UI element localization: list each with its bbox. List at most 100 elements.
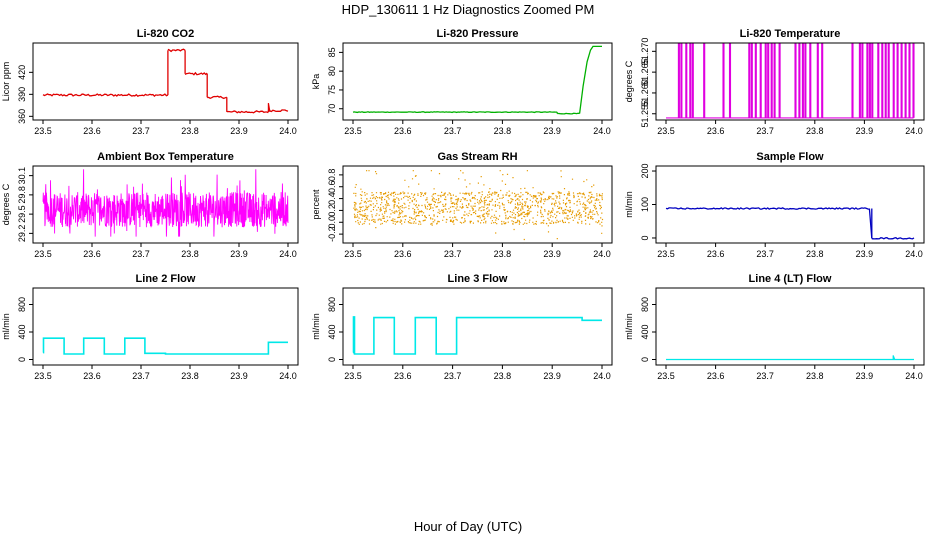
y-axis-label: ml/min xyxy=(1,313,11,340)
series-line xyxy=(871,237,915,240)
figure-title: HDP_130611 1 Hz Diagnostics Zoomed PM xyxy=(342,2,595,17)
y-tick-label: 0.4 xyxy=(327,192,337,205)
x-tick-label: 23.9 xyxy=(856,126,874,136)
x-tick-label: 23.7 xyxy=(756,249,774,259)
x-tick-label: 23.7 xyxy=(444,126,462,136)
series-spike xyxy=(892,355,896,360)
series-line xyxy=(226,110,269,114)
x-tick-label: 23.6 xyxy=(83,371,101,381)
series-line xyxy=(42,169,289,237)
x-tick-label: 23.5 xyxy=(34,249,52,259)
y-tick-label: 0 xyxy=(327,357,337,362)
panel-title: Line 4 (LT) Flow xyxy=(749,273,832,285)
panel-title: Li-820 Temperature xyxy=(740,28,841,40)
series-line xyxy=(42,93,169,97)
x-tick-label: 23.9 xyxy=(543,371,561,381)
y-tick-label: 80 xyxy=(327,66,337,76)
x-tick-label: 23.8 xyxy=(181,249,199,259)
plot-frame xyxy=(32,42,299,121)
x-tick-label: 23.8 xyxy=(494,126,512,136)
x-tick-label: 24.0 xyxy=(905,126,923,136)
y-tick-label: 400 xyxy=(327,324,337,339)
y-tick-label: 420 xyxy=(17,65,27,80)
y-tick-label: 0.2 xyxy=(327,204,337,217)
plot-frame xyxy=(342,42,613,121)
series-spike xyxy=(267,102,271,113)
y-tick-label: 400 xyxy=(17,324,27,339)
y-axis-label: kPa xyxy=(311,74,321,90)
y-tick-label: 800 xyxy=(640,297,650,312)
panel-title: Sample Flow xyxy=(756,151,824,163)
series-ramp xyxy=(868,208,873,239)
panel-line3: Line 3 Flow ml/min 23.5 23.6 23.7 23.8 23.9 24.… xyxy=(311,273,613,381)
x-tick-label: 23.7 xyxy=(132,249,150,259)
y-tick-label: 70 xyxy=(327,104,337,114)
x-tick-label: 23.5 xyxy=(657,126,675,136)
x-tick-label: 23.8 xyxy=(181,371,199,381)
plot-frame xyxy=(655,42,925,121)
x-tick-label: 23.5 xyxy=(34,371,52,381)
x-tick-label: 23.8 xyxy=(181,126,199,136)
y-axis-label: Licor ppm xyxy=(1,62,11,102)
series-points xyxy=(353,170,604,241)
plot-frame xyxy=(32,287,299,366)
series-line xyxy=(207,95,228,100)
y-axis-label: ml/min xyxy=(624,313,634,340)
y-tick-label: 75 xyxy=(327,85,337,95)
x-tick-label: 23.6 xyxy=(394,249,412,259)
series-line xyxy=(352,316,602,355)
panel-title: Line 3 Flow xyxy=(448,273,508,285)
y-tick-label: 29.5 xyxy=(17,205,27,223)
x-tick-label: 23.6 xyxy=(83,126,101,136)
y-tick-label: 0 xyxy=(640,357,650,362)
x-tick-label: 23.9 xyxy=(856,249,874,259)
plot-frame xyxy=(32,165,299,244)
y-tick-label: 0.8 xyxy=(327,169,337,182)
y-tick-label: 800 xyxy=(327,297,337,312)
y-tick-label: 800 xyxy=(17,297,27,312)
x-tick-label: 23.5 xyxy=(344,371,362,381)
x-tick-label: 23.9 xyxy=(543,126,561,136)
y-axis-label: degrees C xyxy=(1,183,11,225)
panel-rh: Gas Stream RH percent 23.5 23.6 23.7 23.8 23.9… xyxy=(311,151,613,259)
x-tick-label: 24.0 xyxy=(905,249,923,259)
series-line xyxy=(665,207,870,210)
x-tick-label: 23.9 xyxy=(230,371,248,381)
x-tick-label: 23.8 xyxy=(494,371,512,381)
x-tick-label: 23.7 xyxy=(444,371,462,381)
y-tick-label: 30.1 xyxy=(17,167,27,185)
x-tick-label: 23.8 xyxy=(806,249,824,259)
panel-title: Ambient Box Temperature xyxy=(97,151,234,163)
panel-co2: Li-820 CO2 Licor ppm 23.5 23.6 23.7 23.8 23.9 2… xyxy=(1,28,299,136)
x-tick-label: 23.7 xyxy=(756,371,774,381)
y-tick-label: -0.2 xyxy=(327,226,337,242)
panel-box_temp: Ambient Box Temperature degrees C 23.5 23.6… xyxy=(1,151,299,259)
plot-frame xyxy=(655,287,925,366)
series-line xyxy=(184,71,208,76)
y-axis-label: ml/min xyxy=(624,191,634,218)
y-tick-label: 0 xyxy=(640,235,650,240)
x-tick-label: 23.6 xyxy=(83,249,101,259)
x-tick-label: 23.6 xyxy=(707,371,725,381)
x-tick-label: 23.7 xyxy=(132,126,150,136)
y-tick-label: 360 xyxy=(17,109,27,124)
series-line xyxy=(267,109,289,113)
x-tick-label: 24.0 xyxy=(279,371,297,381)
y-tick-label: 29.2 xyxy=(17,225,27,243)
series-ramp xyxy=(578,45,602,114)
x-tick-label: 23.8 xyxy=(806,126,824,136)
panel-pressure: Li-820 Pressure kPa 23.5 23.6 23.7 23.8 23.9 24… xyxy=(311,28,613,136)
panel-sample_flow: Sample Flow ml/min 23.5 23.6 23.7 23.8 23.9 24.… xyxy=(624,151,925,259)
y-tick-label: 85 xyxy=(327,47,337,57)
y-tick-label: 100 xyxy=(640,197,650,212)
x-tick-label: 23.6 xyxy=(394,126,412,136)
x-tick-label: 23.5 xyxy=(344,126,362,136)
plot-frame xyxy=(342,165,613,244)
y-axis-label: degrees C xyxy=(624,60,634,102)
figure-xlabel: Hour of Day (UTC) xyxy=(414,519,522,534)
y-tick-label: 0 xyxy=(17,357,27,362)
series-line xyxy=(557,112,580,115)
y-tick-label: 0.0 xyxy=(327,216,337,229)
x-tick-label: 23.6 xyxy=(707,126,725,136)
